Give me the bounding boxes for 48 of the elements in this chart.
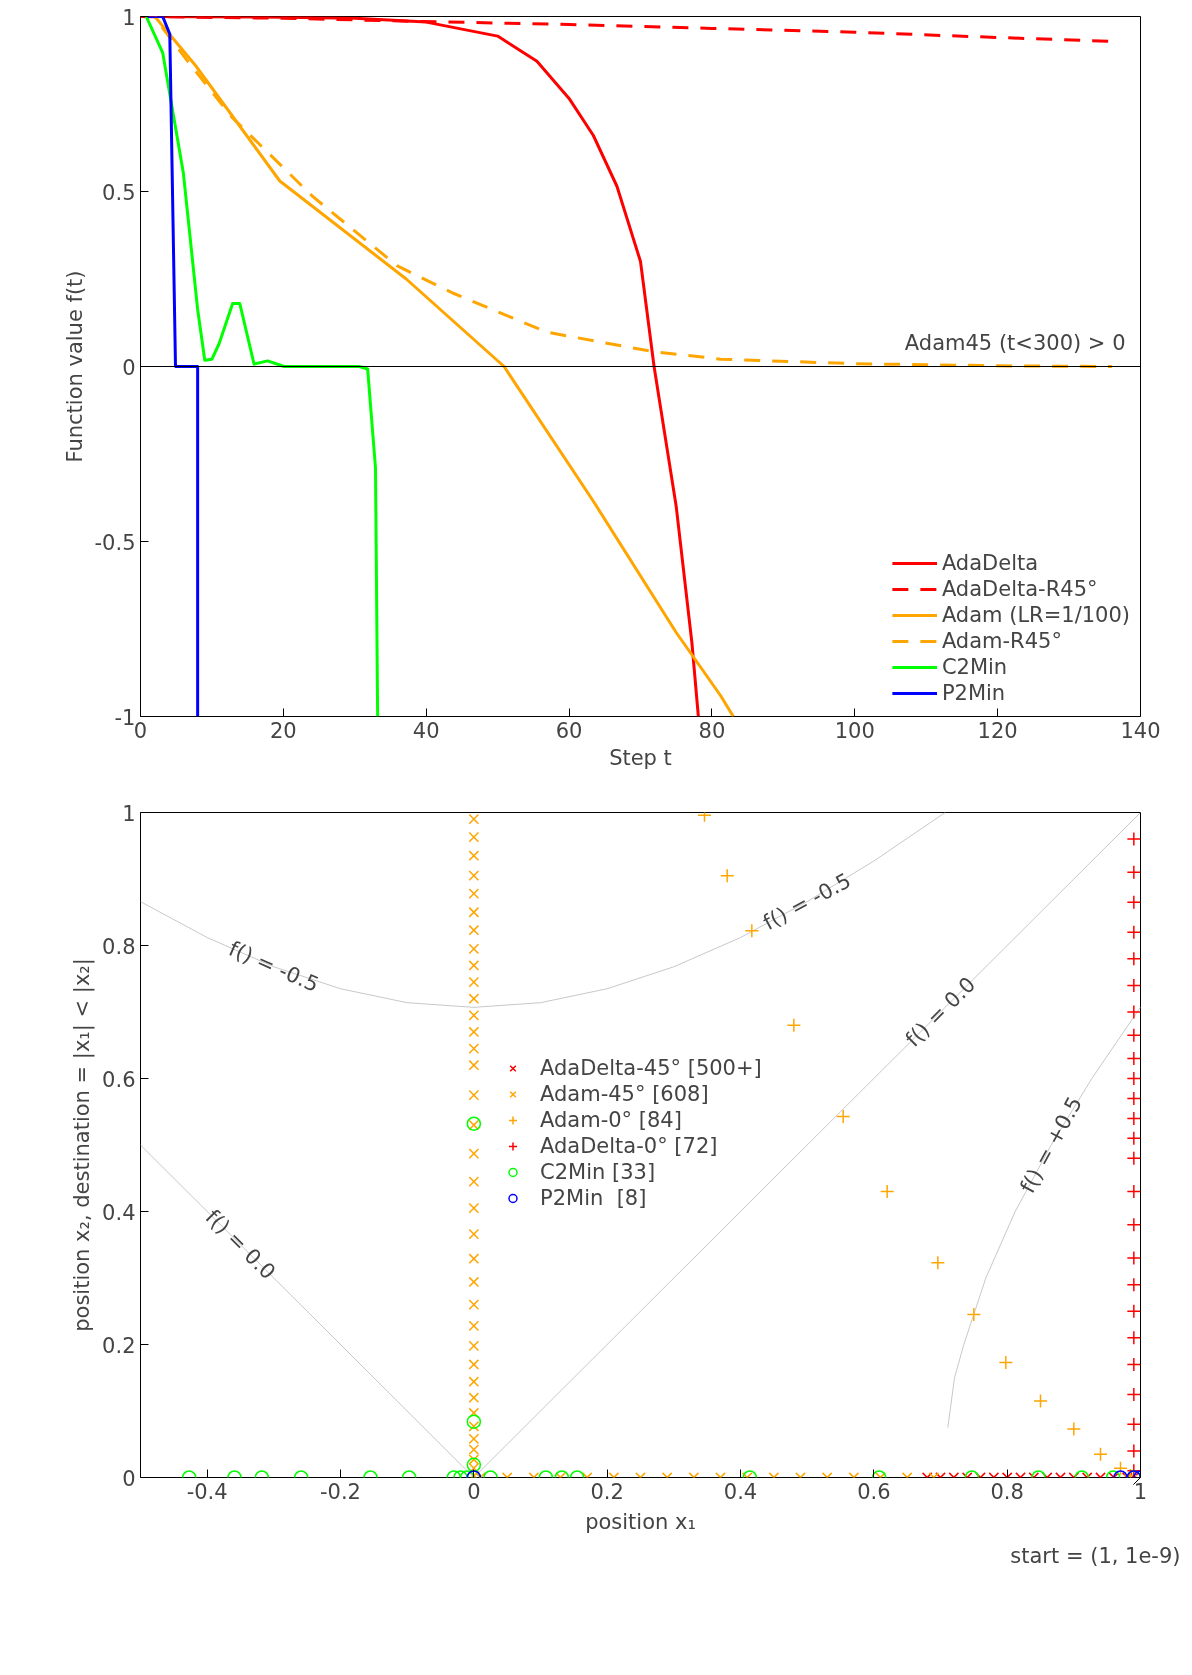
annotation: f() = 0.0 <box>900 972 981 1052</box>
annotation: start = (1, 1e-9) <box>1010 1543 1181 1568</box>
x-tick-label: 80 <box>698 718 726 743</box>
legend-label: P2Min <box>941 680 1006 706</box>
legend-label: AdaDelta-0° [72] <box>540 1133 718 1159</box>
legend-label: AdaDelta-R45° <box>941 576 1098 602</box>
x-tick-label: 120 <box>977 718 1018 743</box>
legend-label: Adam-R45° <box>941 628 1062 654</box>
y-tick-label: 0.5 <box>102 180 136 205</box>
legend-label: AdaDelta-45° [500+] <box>540 1055 762 1081</box>
x-tick-label: 0.4 <box>723 1479 758 1504</box>
x-tick-label: 0.8 <box>990 1479 1024 1504</box>
x-tick-label: 0.6 <box>857 1479 891 1504</box>
x-tick-label: -0.2 <box>320 1479 361 1504</box>
y-tick-label: 0.2 <box>102 1333 136 1358</box>
y-tick-label: -1 <box>114 705 136 730</box>
x-tick-label: 0 <box>467 1479 481 1504</box>
y-axis-title: position x₂, destination = |x₁| < |x₂| <box>70 958 96 1332</box>
x-tick-label: 100 <box>834 718 875 743</box>
y-tick-label: 1 <box>122 5 136 30</box>
x-tick-label: 140 <box>1120 718 1161 743</box>
annotation: f() = +0.5 <box>1015 1092 1087 1198</box>
legend-label: Adam (LR=1/100) <box>941 602 1130 628</box>
x-tick-label: 1 <box>1133 1479 1148 1504</box>
x-tick-label: 40 <box>412 718 440 743</box>
x-tick-label: 20 <box>270 718 297 743</box>
y-axis-title: Function value f(t) <box>62 270 87 463</box>
legend-label: AdaDelta <box>941 550 1039 576</box>
y-tick-label: 0.6 <box>102 1067 136 1092</box>
x-tick-label: -0.4 <box>186 1479 228 1504</box>
annotation: Adam45 (t<300) > 0 <box>904 330 1126 355</box>
legend-label: P2Min [8] <box>540 1185 647 1211</box>
legend-label: C2Min <box>941 654 1008 680</box>
legend-label: Adam-45° [608] <box>540 1081 709 1107</box>
x-axis-title: position x₁ <box>585 1509 696 1534</box>
x-tick-label: 60 <box>555 718 583 743</box>
annotation: f() = 0.0 <box>200 1205 281 1285</box>
y-tick-label: 0.8 <box>102 934 136 959</box>
y-tick-label: 0.4 <box>102 1200 136 1225</box>
legend-label: C2Min [33] <box>540 1159 656 1185</box>
legend-label: Adam-0° [84] <box>540 1107 682 1133</box>
y-tick-label: 0 <box>122 355 136 380</box>
y-tick-label: 1 <box>122 801 136 826</box>
y-tick-label: -0.5 <box>94 530 136 555</box>
x-axis-title: Step t <box>609 745 672 770</box>
annotation: f() = -0.5 <box>225 936 323 997</box>
annotation: f() = -0.5 <box>759 868 855 935</box>
x-tick-label: 0.2 <box>590 1479 624 1504</box>
